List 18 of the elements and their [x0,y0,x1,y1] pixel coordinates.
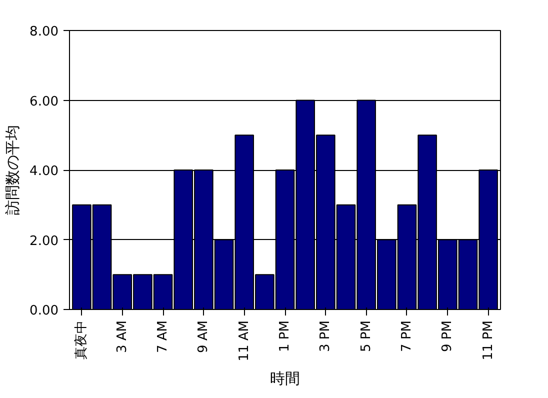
x-axis-title: 時間 [270,369,300,388]
x-tick-label: 11 PM [480,320,496,360]
x-tick-label: 1 PM [278,320,292,352]
x-tick-label: 3 PM [318,320,334,352]
x-tick-label: 3 AM [114,320,130,354]
x-tick-label: 11 AM [236,320,252,362]
y-tick-label: 6.00 [30,94,59,110]
y-axis-title: 訪問数の平均 [4,125,22,215]
x-tick-label: 9 AM [196,320,212,354]
y-tick-label: 0.00 [30,304,59,318]
x-tick-label: 真夜中 [73,320,90,360]
y-tick-label: 4.00 [30,164,59,179]
x-tick-label: 5 PM [358,320,374,352]
y-tick-label: 8.00 [30,24,59,40]
y-tick-label: 2.00 [30,234,59,249]
x-tick-label: 9 PM [440,320,456,352]
x-tick-label: 7 PM [399,320,414,352]
x-tick-label: 7 AM [156,320,171,354]
